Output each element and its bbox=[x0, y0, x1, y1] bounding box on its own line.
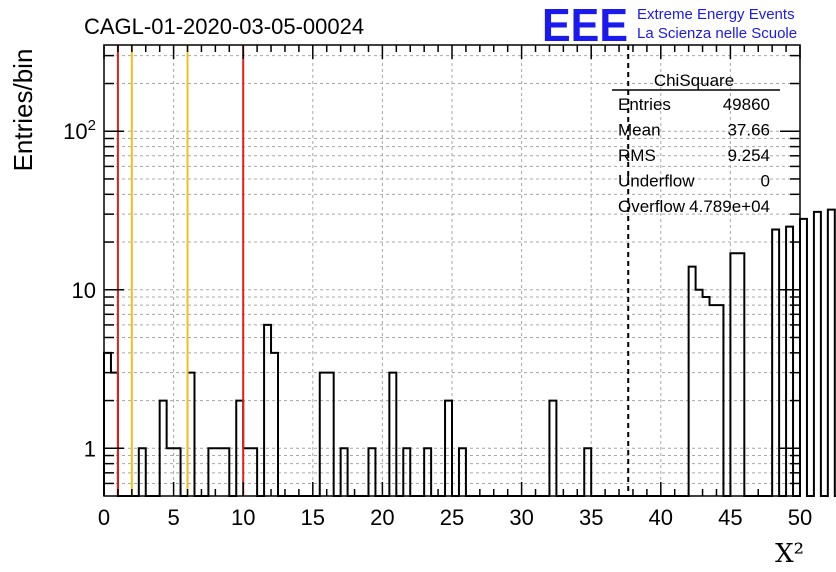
y-tick-label: 10 bbox=[72, 278, 96, 303]
logo-line-1: Extreme Energy Events bbox=[637, 6, 795, 23]
histogram-outline bbox=[103, 208, 836, 497]
x-tick-label: 15 bbox=[301, 505, 325, 530]
stats-box: ChiSquare Entries 49860 Mean 37.66 RMS 9.254 U… bbox=[612, 71, 780, 216]
x-tick-label: 25 bbox=[440, 505, 464, 530]
chart-title: CAGL-01-2020-03-05-00024 bbox=[84, 14, 364, 39]
histogram-bars bbox=[103, 208, 836, 497]
stats-label: Entries bbox=[618, 95, 671, 114]
x-tick-label: 30 bbox=[509, 505, 533, 530]
x-tick-label: 10 bbox=[231, 505, 255, 530]
y-tick-label: 1 bbox=[84, 436, 96, 461]
x-tick-label: 5 bbox=[167, 505, 179, 530]
x-tick-label: 50 bbox=[788, 505, 812, 530]
stats-label: Overflow bbox=[618, 197, 686, 216]
axis-ticks: 0 5 10 15 20 25 30 35 40 45 50 1 10 102 bbox=[63, 45, 812, 530]
y-axis-label: Entries/bin bbox=[8, 49, 38, 172]
logo-line-2: La Scienza nelle Scuole bbox=[637, 25, 797, 42]
stats-label: RMS bbox=[618, 146, 656, 165]
x-tick-label: 20 bbox=[370, 505, 394, 530]
x-tick-label: 35 bbox=[579, 505, 603, 530]
x-tick-label: 0 bbox=[98, 505, 110, 530]
stats-value: 4.789e+04 bbox=[689, 197, 770, 216]
stats-rows: Entries 49860 Mean 37.66 RMS 9.254 Underflow 0 O… bbox=[618, 95, 770, 216]
stats-value: 0 bbox=[761, 172, 770, 191]
logo-mark: EEE bbox=[542, 0, 628, 51]
x-tick-label: 40 bbox=[649, 505, 673, 530]
eee-logo: EEE Extreme Energy Events La Scienza nel… bbox=[542, 0, 797, 51]
stats-label: Underflow bbox=[618, 172, 695, 191]
y-tick-label: 102 bbox=[63, 117, 96, 144]
x-tick-label: 45 bbox=[718, 505, 742, 530]
stats-box-title: ChiSquare bbox=[654, 71, 734, 90]
stats-label: Mean bbox=[618, 121, 661, 140]
x-axis-label: X² bbox=[775, 539, 804, 569]
stats-value: 49860 bbox=[723, 95, 770, 114]
reference-lines bbox=[116, 45, 630, 496]
stats-value: 9.254 bbox=[727, 146, 770, 165]
stats-value: 37.66 bbox=[727, 121, 770, 140]
